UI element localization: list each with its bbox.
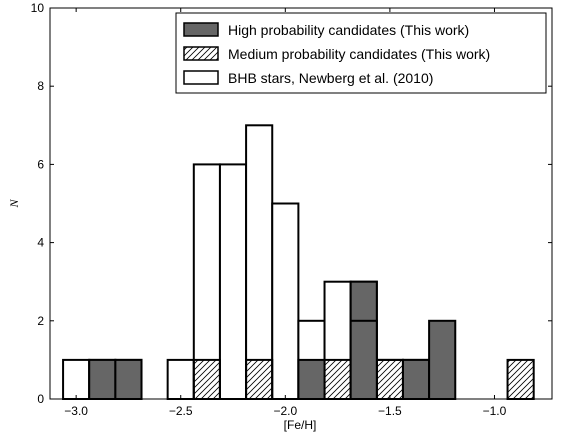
legend-label: Medium probability candidates (This work…	[228, 46, 490, 62]
plot-frame	[49, 7, 553, 400]
y-tick-label: 6	[37, 157, 44, 171]
histogram-bar	[245, 124, 274, 401]
y-tick-label: 2	[37, 314, 44, 328]
histogram-bar	[428, 319, 457, 400]
y-tick-label: 0	[37, 392, 44, 406]
histogram-bar	[114, 358, 143, 400]
x-tick-label: −1.0	[483, 404, 507, 418]
y-axis-label: N	[7, 199, 21, 209]
legend-label: BHB stars, Newberg et al. (2010)	[228, 70, 433, 86]
histogram-bar	[375, 358, 404, 400]
legend-swatch	[183, 70, 219, 85]
legend-box	[175, 12, 547, 94]
histogram-bar	[245, 358, 274, 400]
y-tick-label: 4	[37, 236, 44, 250]
y-tick-label: 8	[37, 79, 44, 93]
x-tick-label: −1.5	[378, 404, 402, 418]
histogram-bar	[271, 202, 300, 400]
histogram-bar	[401, 358, 431, 400]
x-axis-label: [Fe/H]	[284, 418, 317, 432]
plot-area: −3.0 −2.5 −2.0 −1.5 −1.0 0 2 4 6 8 10 [Fe/H] N High p…	[7, 1, 553, 432]
histogram-bar	[506, 358, 535, 400]
legend-label: High probability candidates (This work)	[228, 22, 469, 38]
histogram-bar	[323, 358, 352, 400]
histogram-bar	[166, 358, 195, 400]
x-tick-label: −3.0	[64, 404, 88, 418]
histogram-bar	[218, 163, 248, 400]
x-tick-label: −2.5	[169, 404, 193, 418]
histogram-bar	[349, 319, 378, 400]
x-tick-label: −2.0	[273, 404, 297, 418]
legend-swatch	[183, 46, 219, 61]
histogram-bar	[297, 358, 326, 400]
histogram-bar	[88, 358, 117, 400]
legend-swatch	[183, 22, 219, 37]
y-tick-label: 10	[31, 1, 45, 15]
histogram-bar	[192, 358, 221, 400]
histogram-bar	[62, 358, 91, 400]
